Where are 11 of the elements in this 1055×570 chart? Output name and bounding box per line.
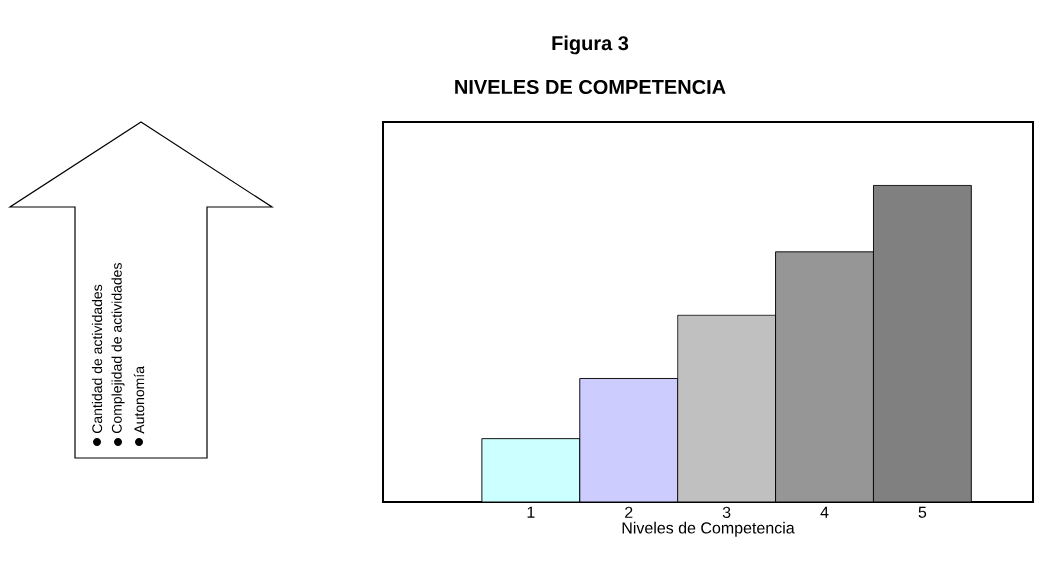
text: Complejidad de actividades [111,263,125,434]
x-tick-label: 2 [625,506,633,518]
chart-subtitle: NIVELES DE COMPETENCIA [455,79,726,95]
text: Cantidad de actividades [91,284,103,434]
text: Autonomía [133,366,145,434]
x-axis-title: Niveles de Competencia [622,521,795,537]
x-tick-label: 4 [820,506,829,518]
x-tick-label: 3 [722,506,731,519]
x-tick-label: 5 [918,506,927,518]
x-tick-label: 1 [527,506,535,518]
chart-title: Figura 3 [552,35,629,55]
